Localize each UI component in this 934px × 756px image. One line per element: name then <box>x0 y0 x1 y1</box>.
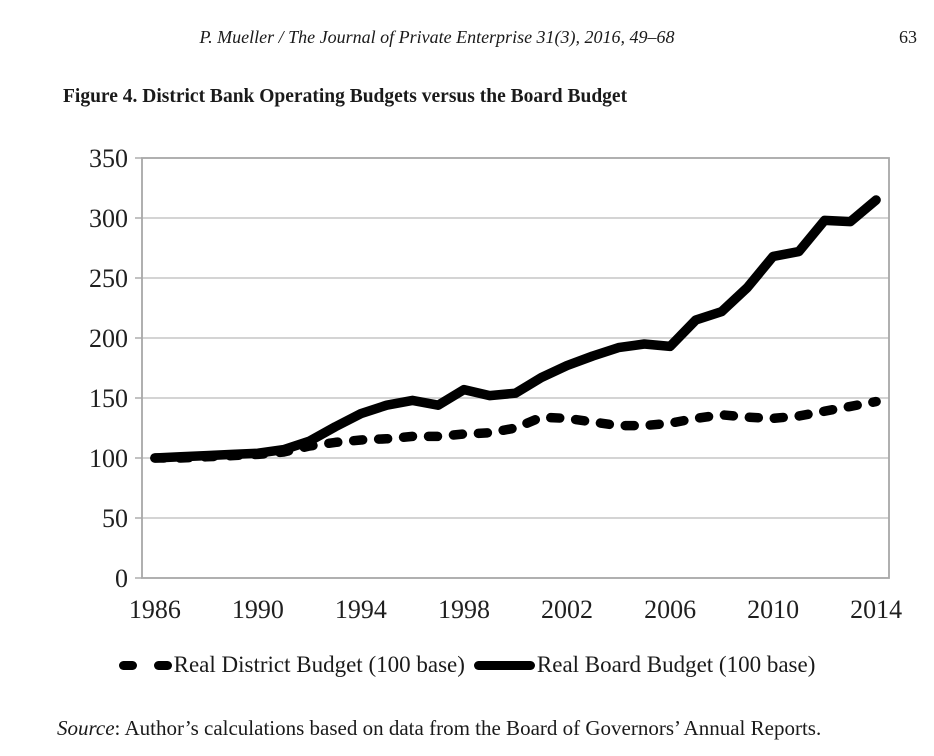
x-axis-label-2006: 2006 <box>644 595 696 624</box>
legend-label-board: Real Board Budget (100 base) <box>536 652 816 677</box>
legend-label-district: Real District Budget (100 base) <box>173 652 465 677</box>
y-axis-label-350: 350 <box>89 144 128 173</box>
x-axis-label-1990: 1990 <box>232 595 284 624</box>
board-budget-line <box>150 195 881 463</box>
y-axis-label-150: 150 <box>89 384 128 413</box>
source-label: Source <box>57 716 115 740</box>
y-axis-label-250: 250 <box>89 264 128 293</box>
page-number: 63 <box>899 27 917 47</box>
x-axis-label-2014: 2014 <box>850 595 902 624</box>
y-axis-label-200: 200 <box>89 324 128 353</box>
x-axis-label-2002: 2002 <box>541 595 593 624</box>
x-axis-label-1998: 1998 <box>438 595 490 624</box>
chart-legend: Real District Budget (100 base) Real Boa… <box>0 652 934 678</box>
plot-border <box>141 157 890 579</box>
source-text: : Author’s calculations based on data fr… <box>114 716 822 740</box>
x-axis-label-1986: 1986 <box>129 595 181 624</box>
y-axis-label-50: 50 <box>102 504 128 533</box>
legend-item-board: Real Board Budget (100 base) <box>473 652 816 678</box>
district-line-sample <box>118 660 172 670</box>
y-axis-label-0: 0 <box>115 564 128 593</box>
board-line-sample <box>473 660 535 670</box>
x-axis-label-1994: 1994 <box>335 595 387 624</box>
figure-title: Figure 4. District Bank Operating Budget… <box>63 86 628 107</box>
legend-item-district: Real District Budget (100 base) <box>118 652 465 678</box>
running-head: P. Mueller / The Journal of Private Ente… <box>199 27 675 47</box>
y-axis-label-300: 300 <box>89 204 128 233</box>
source-note: Source: Author’s calculations based on d… <box>57 716 821 741</box>
x-axis-label-2010: 2010 <box>747 595 799 624</box>
y-axis-label-100: 100 <box>89 444 128 473</box>
line-chart: 0 50 100 150 200 250 300 350 1986 1990 1994 1998 200… <box>89 144 902 624</box>
